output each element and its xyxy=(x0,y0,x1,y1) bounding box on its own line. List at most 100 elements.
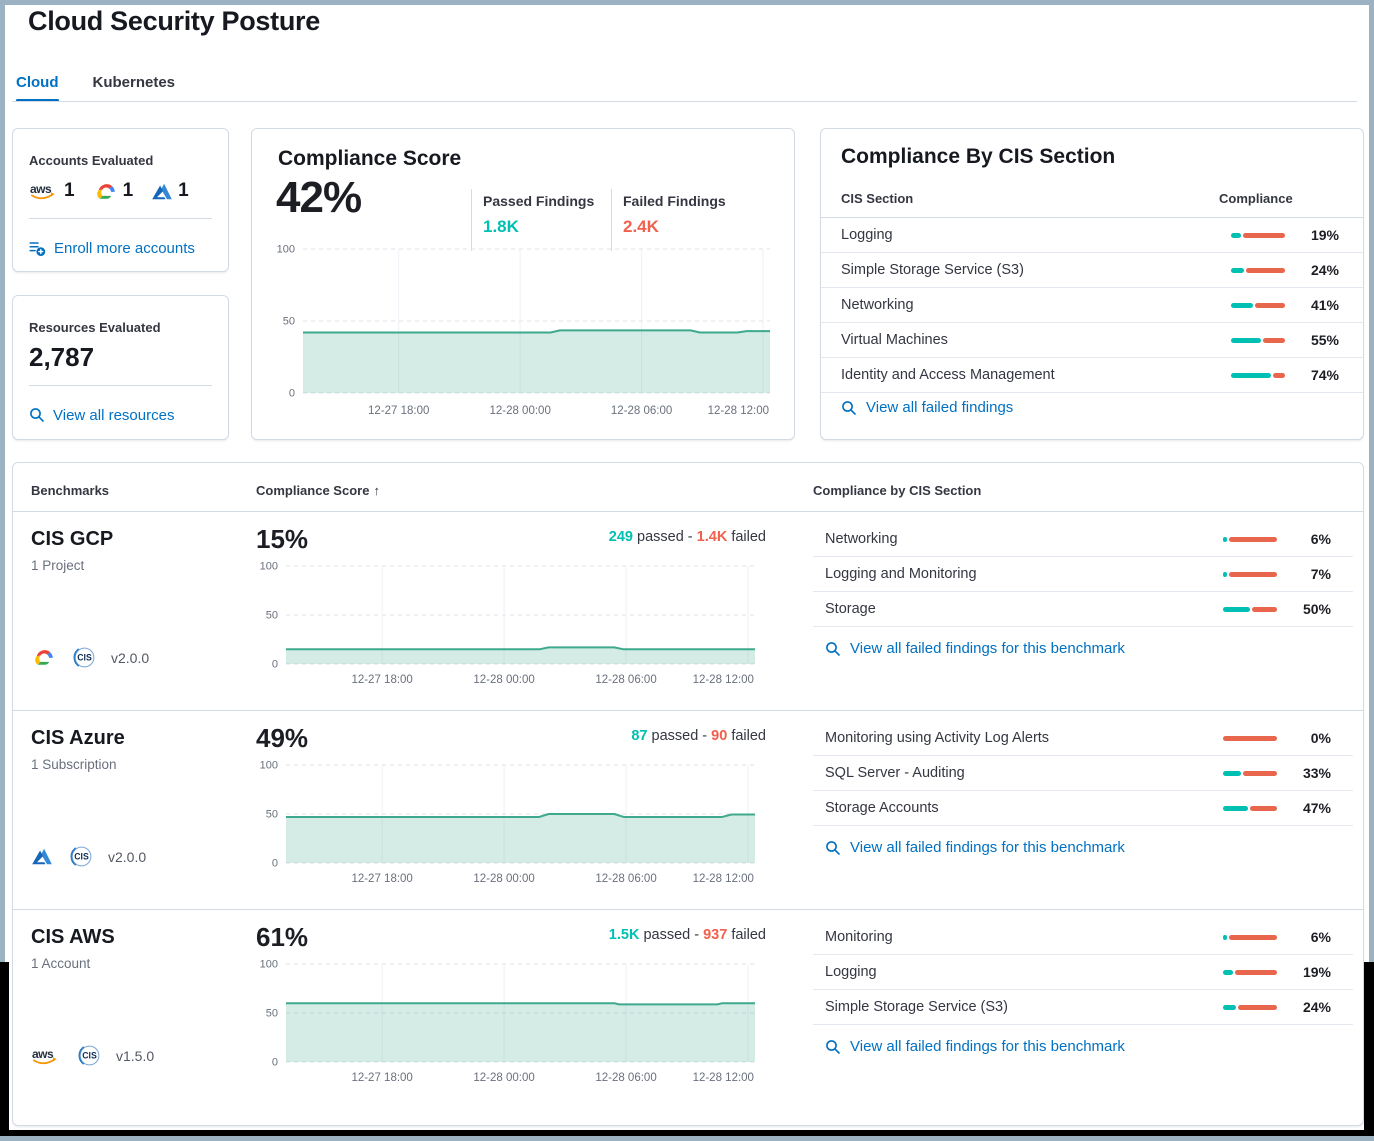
compliance-percent: 50% xyxy=(1302,601,1331,617)
window-frame-bottom xyxy=(0,1136,1374,1141)
svg-text:12-28 12:00: 12-28 12:00 xyxy=(693,674,754,686)
compliance-percent: 7% xyxy=(1310,566,1331,582)
svg-text:12-27 18:00: 12-27 18:00 xyxy=(368,405,429,417)
svg-text:CIS: CIS xyxy=(77,653,92,663)
svg-text:12-27 18:00: 12-27 18:00 xyxy=(351,873,412,885)
benchmark-rows: CIS GCP 1 Project CIS v2.0.0 15% 249 pas… xyxy=(13,512,1363,1108)
divider xyxy=(611,189,612,251)
cis-section-row: Storage 50% xyxy=(813,592,1353,627)
svg-text:12-28 06:00: 12-28 06:00 xyxy=(595,873,656,885)
view-all-failed-findings-benchmark-link[interactable]: View all failed findings for this benchm… xyxy=(825,839,1353,856)
passed-findings-label: Passed Findings xyxy=(483,193,595,209)
compliance-bar-passed xyxy=(1223,805,1248,811)
cis-section-label: Logging xyxy=(825,964,877,980)
account-count: 1 xyxy=(178,180,189,201)
compliance-bar-passed xyxy=(1223,934,1227,940)
cis-section-row: Logging and Monitoring 7% xyxy=(813,557,1353,592)
svg-text:12-27 18:00: 12-27 18:00 xyxy=(351,674,412,686)
cis-section-row: SQL Server - Auditing 33% xyxy=(813,756,1353,791)
cis-section-label: SQL Server - Auditing xyxy=(825,765,965,781)
page-title: Cloud Security Posture xyxy=(28,6,320,36)
compliance-bar xyxy=(1223,969,1277,975)
compliance-bar xyxy=(1231,232,1285,238)
cis-section-label: Logging xyxy=(841,227,893,243)
cis-section-label: Networking xyxy=(841,297,914,313)
svg-text:12-28 00:00: 12-28 00:00 xyxy=(489,405,550,417)
compliance-bar-failed xyxy=(1229,536,1277,542)
screenshot-artifact-bottom xyxy=(0,1130,1374,1141)
compliance-percent: 55% xyxy=(1310,332,1339,348)
divider xyxy=(471,189,472,251)
compliance-bar xyxy=(1223,536,1277,542)
benchmark-compliance-score: 61% xyxy=(256,922,309,952)
account-count: 1 xyxy=(122,180,134,201)
svg-text:aws: aws xyxy=(32,1047,54,1061)
window-frame-left xyxy=(0,0,5,962)
svg-text:12-28 12:00: 12-28 12:00 xyxy=(708,405,769,417)
view-all-failed-findings-benchmark-link[interactable]: View all failed findings for this benchm… xyxy=(825,1038,1353,1055)
cis-section-label: Virtual Machines xyxy=(841,332,948,348)
benchmarks-table-card: Benchmarks Compliance Score ↑ Compliance … xyxy=(12,462,1364,1126)
svg-text:12-28 06:00: 12-28 06:00 xyxy=(595,674,656,686)
account-provider-counts: aws 1 1 1 xyxy=(29,177,189,205)
compliance-bar xyxy=(1231,337,1285,343)
benchmark-trend-chart: 0 50 100 12-27 18:00 12-28 00:00 12-28 06:00 1… xyxy=(256,558,761,693)
benchmark-subtitle: 1 Project xyxy=(31,558,85,573)
cis-section-row: Storage Accounts 47% xyxy=(813,791,1353,826)
svg-text:50: 50 xyxy=(266,1008,278,1020)
view-all-failed-findings-benchmark-label: View all failed findings for this benchm… xyxy=(850,1038,1125,1055)
svg-text:12-27 18:00: 12-27 18:00 xyxy=(351,1072,412,1084)
svg-text:aws: aws xyxy=(30,182,52,196)
svg-text:0: 0 xyxy=(289,388,295,400)
benchmark-version: v1.5.0 xyxy=(116,1047,155,1064)
enroll-more-accounts-link[interactable]: Enroll more accounts xyxy=(29,235,195,261)
view-all-resources-link[interactable]: View all resources xyxy=(29,402,174,428)
compliance-by-cis-section-card: Compliance By CIS Section CIS Section Co… xyxy=(820,128,1364,440)
cis-section-row: Logging 19% xyxy=(821,218,1363,253)
divider xyxy=(29,385,212,386)
compliance-bar-failed xyxy=(1223,735,1277,741)
compliance-bar xyxy=(1223,805,1277,811)
compliance-bar-failed xyxy=(1238,1004,1277,1010)
svg-text:12-28 12:00: 12-28 12:00 xyxy=(693,873,754,885)
divider xyxy=(821,217,1363,218)
cis-logo-icon: CIS xyxy=(75,1042,102,1069)
gcp-account: 1 xyxy=(93,180,134,202)
cis-section-row: Networking 41% xyxy=(821,288,1363,323)
svg-text:12-28 06:00: 12-28 06:00 xyxy=(611,405,672,417)
accounts-evaluated-title: Accounts Evaluated xyxy=(29,153,154,168)
compliance-bar-passed xyxy=(1223,606,1250,612)
compliance-score-column-header[interactable]: Compliance Score ↑ xyxy=(256,483,380,498)
compliance-percent: 33% xyxy=(1302,765,1331,781)
compliance-percent: 74% xyxy=(1310,367,1339,383)
svg-text:12-28 00:00: 12-28 00:00 xyxy=(473,674,534,686)
compliance-bar-passed xyxy=(1223,571,1227,577)
compliance-percent: 0% xyxy=(1310,730,1331,746)
gcp-logo-icon xyxy=(31,647,56,668)
cis-section-row: Virtual Machines 55% xyxy=(821,323,1363,358)
window-frame-top xyxy=(0,0,1374,5)
compliance-bar xyxy=(1231,302,1285,308)
benchmark-name: CIS Azure xyxy=(31,727,125,749)
compliance-bar xyxy=(1223,1004,1277,1010)
view-all-failed-findings-benchmark-link[interactable]: View all failed findings for this benchm… xyxy=(825,640,1353,657)
compliance-bar-failed xyxy=(1229,934,1277,940)
tab-bar: Cloud Kubernetes xyxy=(16,74,176,102)
compliance-bar xyxy=(1223,606,1277,612)
tabs-divider xyxy=(12,101,1357,102)
search-icon xyxy=(825,1039,841,1055)
compliance-bar-passed xyxy=(1231,232,1241,238)
compliance-bar-failed xyxy=(1263,337,1285,343)
tab-kubernetes[interactable]: Kubernetes xyxy=(93,74,176,98)
svg-text:CIS: CIS xyxy=(82,1051,97,1061)
tab-cloud[interactable]: Cloud xyxy=(16,74,59,102)
benchmark-passed-failed: 1.5K passed - 937 failed xyxy=(608,927,766,943)
search-icon xyxy=(29,407,45,423)
svg-text:0: 0 xyxy=(272,858,278,870)
view-all-failed-findings-label: View all failed findings xyxy=(866,399,1014,416)
cis-section-row: Monitoring using Activity Log Alerts 0% xyxy=(813,721,1353,756)
svg-text:100: 100 xyxy=(260,561,278,573)
benchmark-row: CIS AWS 1 Account aws CIS v1.5.0 61% 1.5… xyxy=(13,910,1363,1108)
cis-logo-icon: CIS xyxy=(70,644,97,671)
view-all-failed-findings-link[interactable]: View all failed findings xyxy=(841,399,1013,416)
